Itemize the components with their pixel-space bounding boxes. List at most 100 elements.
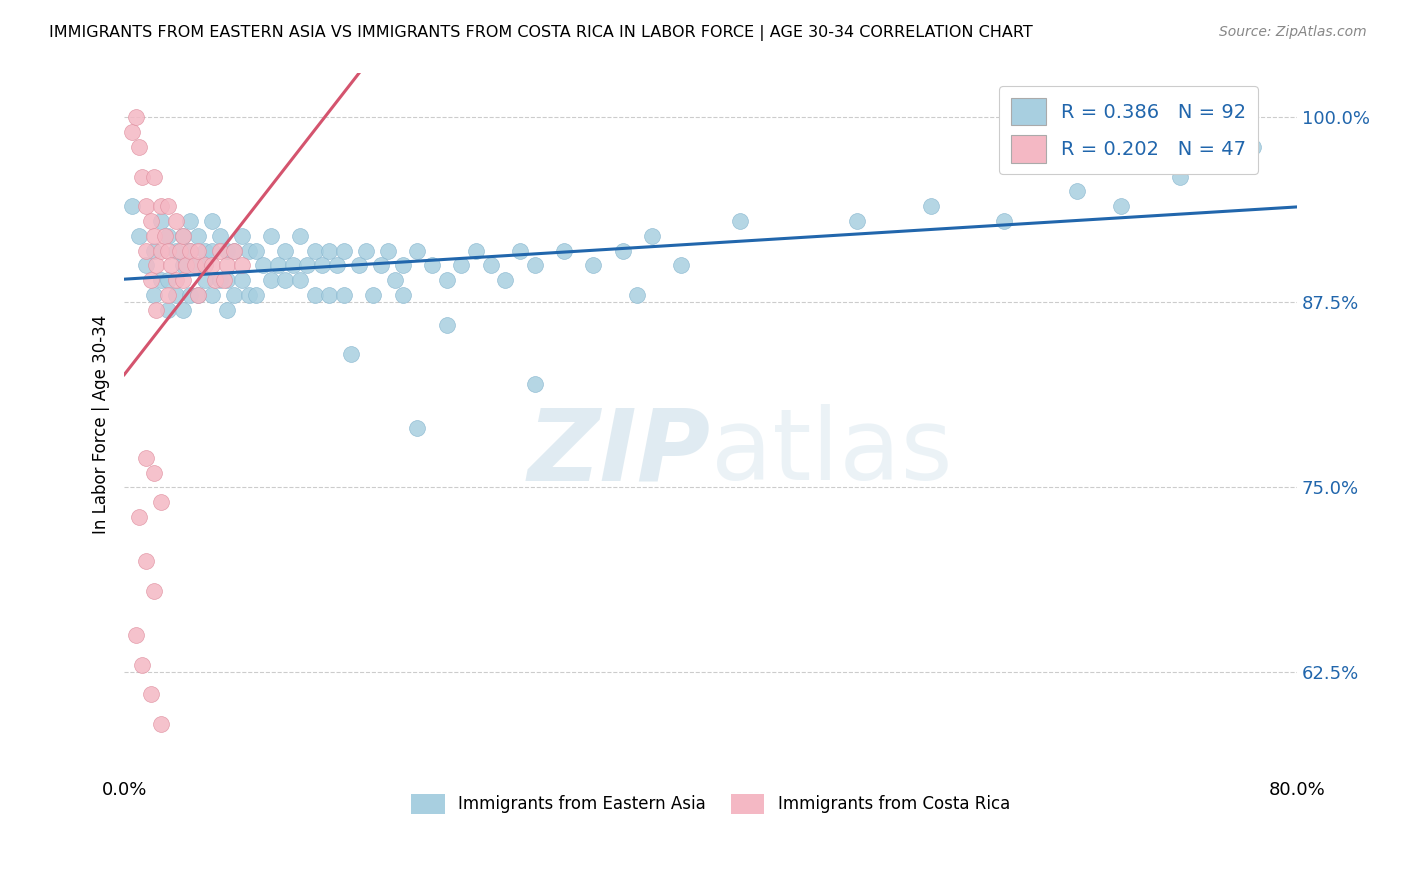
Point <box>172 273 194 287</box>
Legend: Immigrants from Eastern Asia, Immigrants from Costa Rica: Immigrants from Eastern Asia, Immigrants… <box>405 788 1017 821</box>
Point <box>406 244 429 258</box>
Point <box>157 288 180 302</box>
Point <box>215 244 238 258</box>
Point <box>304 288 326 302</box>
Point <box>165 273 187 287</box>
Point <box>238 244 260 258</box>
Point <box>436 318 458 332</box>
Point <box>274 244 297 258</box>
Point <box>194 273 217 287</box>
Point <box>297 258 319 272</box>
Y-axis label: In Labor Force | Age 30-34: In Labor Force | Age 30-34 <box>93 315 110 534</box>
Point <box>347 258 370 272</box>
Point <box>149 199 172 213</box>
Point <box>363 288 385 302</box>
Point <box>212 273 235 287</box>
Point <box>436 273 458 287</box>
Point <box>128 140 150 154</box>
Point <box>1109 199 1132 213</box>
Point <box>1168 169 1191 184</box>
Text: Source: ZipAtlas.com: Source: ZipAtlas.com <box>1219 25 1367 39</box>
Point <box>142 466 165 480</box>
Point <box>142 169 165 184</box>
Point <box>186 288 208 302</box>
Point <box>626 288 648 302</box>
Point <box>157 228 180 243</box>
Point <box>149 717 172 731</box>
Point <box>186 228 208 243</box>
Point <box>311 258 333 272</box>
Point <box>139 273 162 287</box>
Point <box>135 244 157 258</box>
Point <box>165 288 187 302</box>
Point <box>165 244 187 258</box>
Point <box>201 258 224 272</box>
Point <box>728 214 751 228</box>
Point <box>260 273 283 287</box>
Text: ZIP: ZIP <box>527 404 710 501</box>
Point <box>553 244 575 258</box>
Point <box>288 273 311 287</box>
Point <box>208 244 231 258</box>
Point <box>450 258 472 272</box>
Point <box>128 509 150 524</box>
Point <box>174 258 197 272</box>
Point <box>179 244 201 258</box>
Point <box>179 214 201 228</box>
Point <box>172 228 194 243</box>
Point <box>582 258 605 272</box>
Point <box>370 258 392 272</box>
Point <box>125 111 148 125</box>
Point <box>145 302 167 317</box>
Point <box>391 258 413 272</box>
Point <box>281 258 304 272</box>
Point <box>139 688 162 702</box>
Point <box>215 273 238 287</box>
Point <box>183 258 205 272</box>
Point <box>142 288 165 302</box>
Point <box>231 273 253 287</box>
Point <box>160 258 183 272</box>
Point <box>274 273 297 287</box>
Point <box>135 554 157 568</box>
Point <box>523 376 546 391</box>
Point <box>993 214 1015 228</box>
Point <box>145 258 167 272</box>
Point <box>377 244 399 258</box>
Point <box>186 258 208 272</box>
Point <box>157 302 180 317</box>
Point <box>494 273 516 287</box>
Point <box>149 244 172 258</box>
Point <box>465 244 488 258</box>
Point <box>326 258 349 272</box>
Point <box>509 244 531 258</box>
Point <box>135 258 157 272</box>
Point <box>215 302 238 317</box>
Point <box>224 288 246 302</box>
Point <box>612 244 634 258</box>
Point <box>179 244 201 258</box>
Point <box>479 258 502 272</box>
Point <box>252 258 274 272</box>
Point <box>194 244 217 258</box>
Point <box>245 244 267 258</box>
Text: IMMIGRANTS FROM EASTERN ASIA VS IMMIGRANTS FROM COSTA RICA IN LABOR FORCE | AGE : IMMIGRANTS FROM EASTERN ASIA VS IMMIGRAN… <box>49 25 1033 41</box>
Point <box>135 199 157 213</box>
Text: atlas: atlas <box>710 404 952 501</box>
Point <box>131 657 153 672</box>
Point <box>149 214 172 228</box>
Point <box>260 228 283 243</box>
Point <box>169 244 191 258</box>
Point <box>208 228 231 243</box>
Point <box>340 347 363 361</box>
Point <box>420 258 443 272</box>
Point <box>121 199 143 213</box>
Point <box>135 450 157 465</box>
Point <box>142 244 165 258</box>
Point <box>157 199 180 213</box>
Point <box>267 258 290 272</box>
Point <box>671 258 693 272</box>
Point <box>128 228 150 243</box>
Point <box>1241 140 1264 154</box>
Point <box>231 258 253 272</box>
